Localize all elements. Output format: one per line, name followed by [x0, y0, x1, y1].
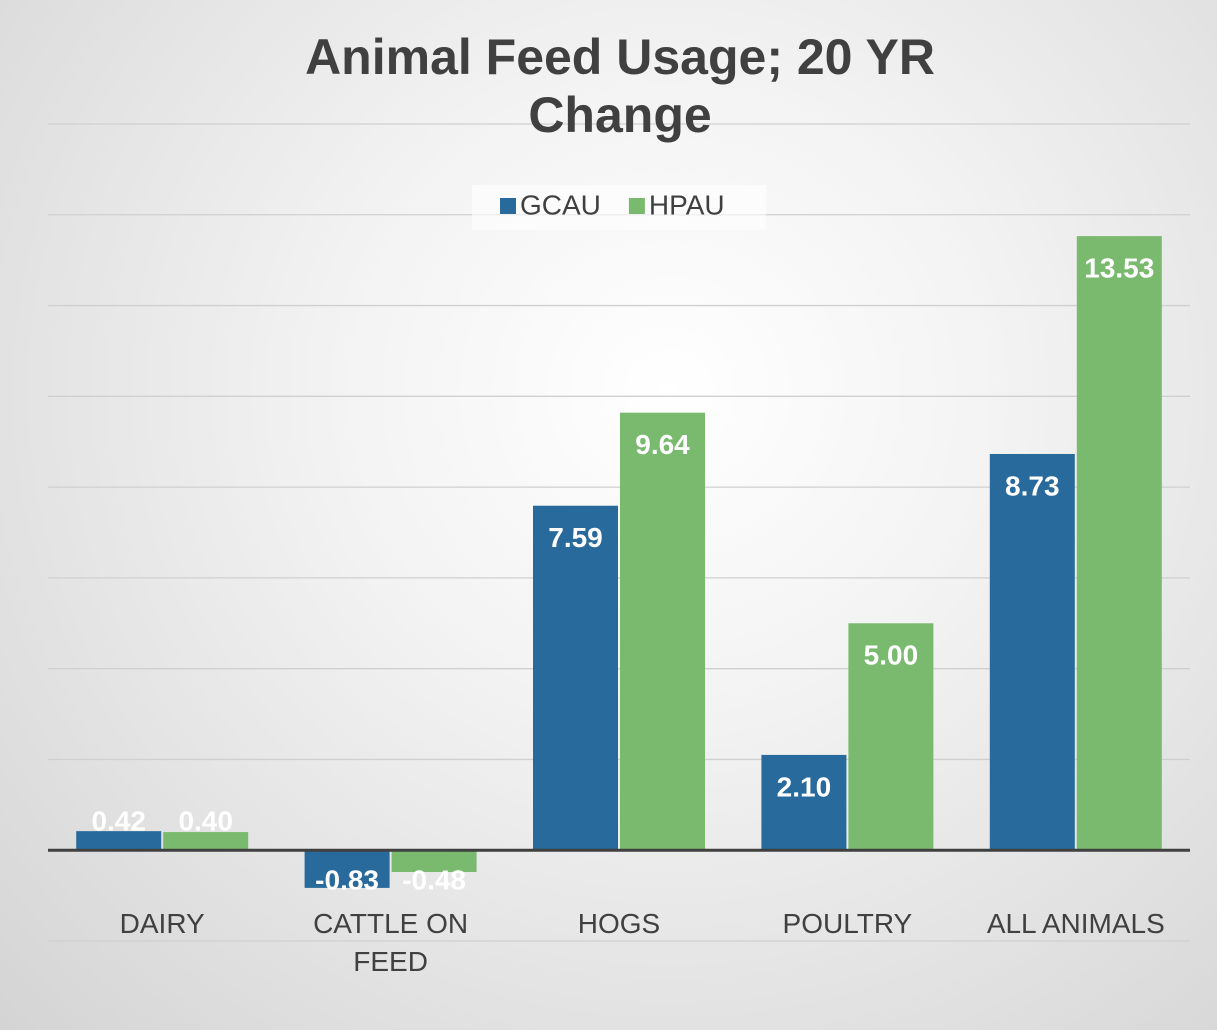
bar [304, 850, 390, 888]
legend-label: HPAU [649, 189, 725, 220]
data-label: -0.83 [315, 865, 379, 896]
bar [848, 623, 934, 851]
x-tick-label: POULTRY [782, 908, 913, 939]
bar [391, 850, 477, 873]
data-label: 0.40 [178, 806, 233, 837]
legend-box [472, 185, 766, 230]
chart-title: Animal Feed Usage; 20 YR Change [305, 29, 935, 143]
data-label: 0.42 [91, 806, 146, 837]
bar [620, 412, 705, 851]
bar [989, 453, 1075, 851]
data-label: 7.59 [548, 522, 603, 553]
data-label: 2.10 [777, 771, 832, 802]
bar [163, 832, 249, 851]
bar [761, 754, 847, 851]
legend-swatch [500, 198, 516, 214]
bar [76, 831, 162, 851]
x-tick-label: ALL ANIMALS [986, 908, 1165, 939]
data-label: 8.73 [1005, 470, 1060, 501]
legend-label: GCAU [520, 189, 601, 220]
data-label: 9.64 [635, 429, 690, 460]
x-tick-label: HOGS [577, 908, 661, 939]
bar [1076, 236, 1162, 851]
bar [533, 505, 618, 851]
x-tick-label: DAIRY [119, 908, 205, 939]
data-label: 13.53 [1084, 253, 1154, 284]
x-tick-label: CATTLE ON FEED [313, 908, 469, 977]
data-label: -0.48 [402, 865, 466, 896]
legend-swatch [628, 198, 645, 214]
data-label: 5.00 [864, 640, 919, 671]
